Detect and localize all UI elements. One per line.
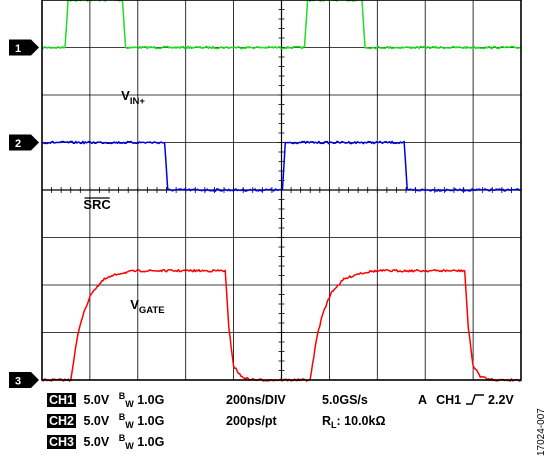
ch3-bw-value: 1.0G: [137, 435, 165, 449]
trigger-level: 2.2V: [488, 393, 514, 407]
ch2-marker-label: 2: [15, 138, 21, 150]
trace-label-2: SRC: [83, 197, 111, 212]
trigger-mode: A: [418, 393, 427, 407]
ch2-bw-sub: W: [125, 420, 134, 430]
trigger-source: CH1: [436, 393, 462, 407]
timebase-readout: 200ns/DIV: [226, 393, 286, 407]
ch2-volts: 5.0V: [83, 414, 110, 428]
ch1-volts: 5.0V: [83, 393, 110, 407]
load-main: R: [322, 414, 332, 428]
ch1-bw-sub: W: [125, 399, 134, 409]
sample-rate-readout: 5.0GS/s: [322, 393, 368, 407]
ch2-badge: CH2: [47, 414, 77, 428]
trace-label-main: SRC: [83, 197, 111, 212]
rising-edge-icon: [465, 394, 484, 405]
trace-label-sub: GATE: [139, 305, 165, 316]
ch3-volts: 5.0V: [83, 435, 110, 449]
figure-id: 17024-007: [536, 408, 547, 456]
ch1-settings: CH1 5.0V BW 1.0G: [47, 391, 165, 409]
load-sub: L: [331, 420, 337, 430]
ch3-bw-sub: W: [125, 441, 134, 451]
trace-label-1: VIN+: [121, 88, 145, 107]
ch1-bw-value: 1.0G: [137, 393, 165, 407]
ch2-bw-value: 1.0G: [137, 414, 165, 428]
load-value: : 10.0kΩ: [336, 414, 386, 428]
ch3-marker-label: 3: [15, 376, 21, 388]
plot-frame: [41, 0, 522, 381]
trace-label-main: V: [130, 297, 139, 312]
ch2-bw-main: B: [118, 412, 126, 422]
ch1-marker-label: 1: [15, 43, 21, 55]
resolution-readout: 200ps/pt: [226, 414, 277, 428]
ch3-badge: CH3: [47, 435, 77, 449]
trigger-readout: A CH1 2.2V: [418, 393, 514, 407]
ch3-settings: CH3 5.0V BW 1.0G: [47, 433, 165, 451]
trace-label-3: VGATE: [130, 297, 164, 316]
ch3-marker: [9, 372, 39, 388]
ch2-marker: [9, 134, 39, 151]
trace-label-main: V: [121, 88, 130, 103]
channel-markers: 1 2 3: [9, 39, 39, 388]
ch1-badge: CH1: [47, 393, 77, 407]
load-readout: RL: 10.0kΩ: [322, 414, 386, 430]
ch3-bw-main: B: [118, 433, 126, 443]
ch1-marker: [9, 39, 39, 56]
ch2-settings: CH2 5.0V BW 1.0G: [47, 412, 165, 430]
trace-ch2: [41, 140, 521, 192]
ch1-bw-main: B: [118, 391, 126, 401]
trace-label-sub: IN+: [130, 96, 146, 107]
